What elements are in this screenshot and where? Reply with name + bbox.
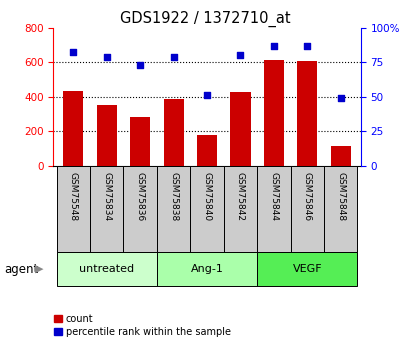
Text: Ang-1: Ang-1 — [190, 264, 223, 274]
Text: GSM75836: GSM75836 — [135, 171, 144, 221]
Text: GSM75848: GSM75848 — [335, 171, 344, 221]
Bar — [230, 92, 250, 166]
Bar — [163, 99, 183, 166]
Text: GSM75548: GSM75548 — [69, 171, 78, 221]
Text: untreated: untreated — [79, 264, 134, 274]
Legend: count, percentile rank within the sample: count, percentile rank within the sample — [54, 314, 230, 337]
Bar — [263, 60, 283, 166]
Bar — [223, 166, 256, 252]
Point — [337, 95, 343, 101]
Bar — [63, 90, 83, 166]
Bar — [56, 166, 90, 252]
Text: GSM75846: GSM75846 — [302, 171, 311, 221]
Bar — [256, 252, 357, 286]
Text: GSM75844: GSM75844 — [269, 171, 278, 221]
Bar — [90, 166, 123, 252]
Point — [303, 43, 310, 48]
Text: ▶: ▶ — [34, 264, 43, 274]
Bar — [330, 146, 350, 166]
Text: VEGF: VEGF — [292, 264, 321, 274]
Text: GSM75838: GSM75838 — [169, 171, 178, 221]
Bar — [97, 105, 117, 166]
Bar — [157, 252, 256, 286]
Text: GSM75840: GSM75840 — [202, 171, 211, 221]
Point — [203, 92, 210, 98]
Bar — [190, 166, 223, 252]
Text: GSM75842: GSM75842 — [236, 171, 244, 221]
Point — [270, 43, 276, 48]
Bar — [130, 117, 150, 166]
Point — [237, 52, 243, 58]
Bar — [297, 61, 317, 166]
Point — [103, 54, 110, 59]
Bar — [197, 135, 216, 166]
Bar — [256, 166, 290, 252]
Bar — [56, 252, 157, 286]
Text: GSM75834: GSM75834 — [102, 171, 111, 221]
Bar — [123, 166, 157, 252]
Bar — [157, 166, 190, 252]
Text: agent: agent — [4, 263, 38, 276]
Point — [170, 54, 176, 59]
Text: GDS1922 / 1372710_at: GDS1922 / 1372710_at — [119, 10, 290, 27]
Point — [70, 50, 76, 55]
Bar — [323, 166, 357, 252]
Point — [137, 62, 143, 68]
Bar — [290, 166, 323, 252]
